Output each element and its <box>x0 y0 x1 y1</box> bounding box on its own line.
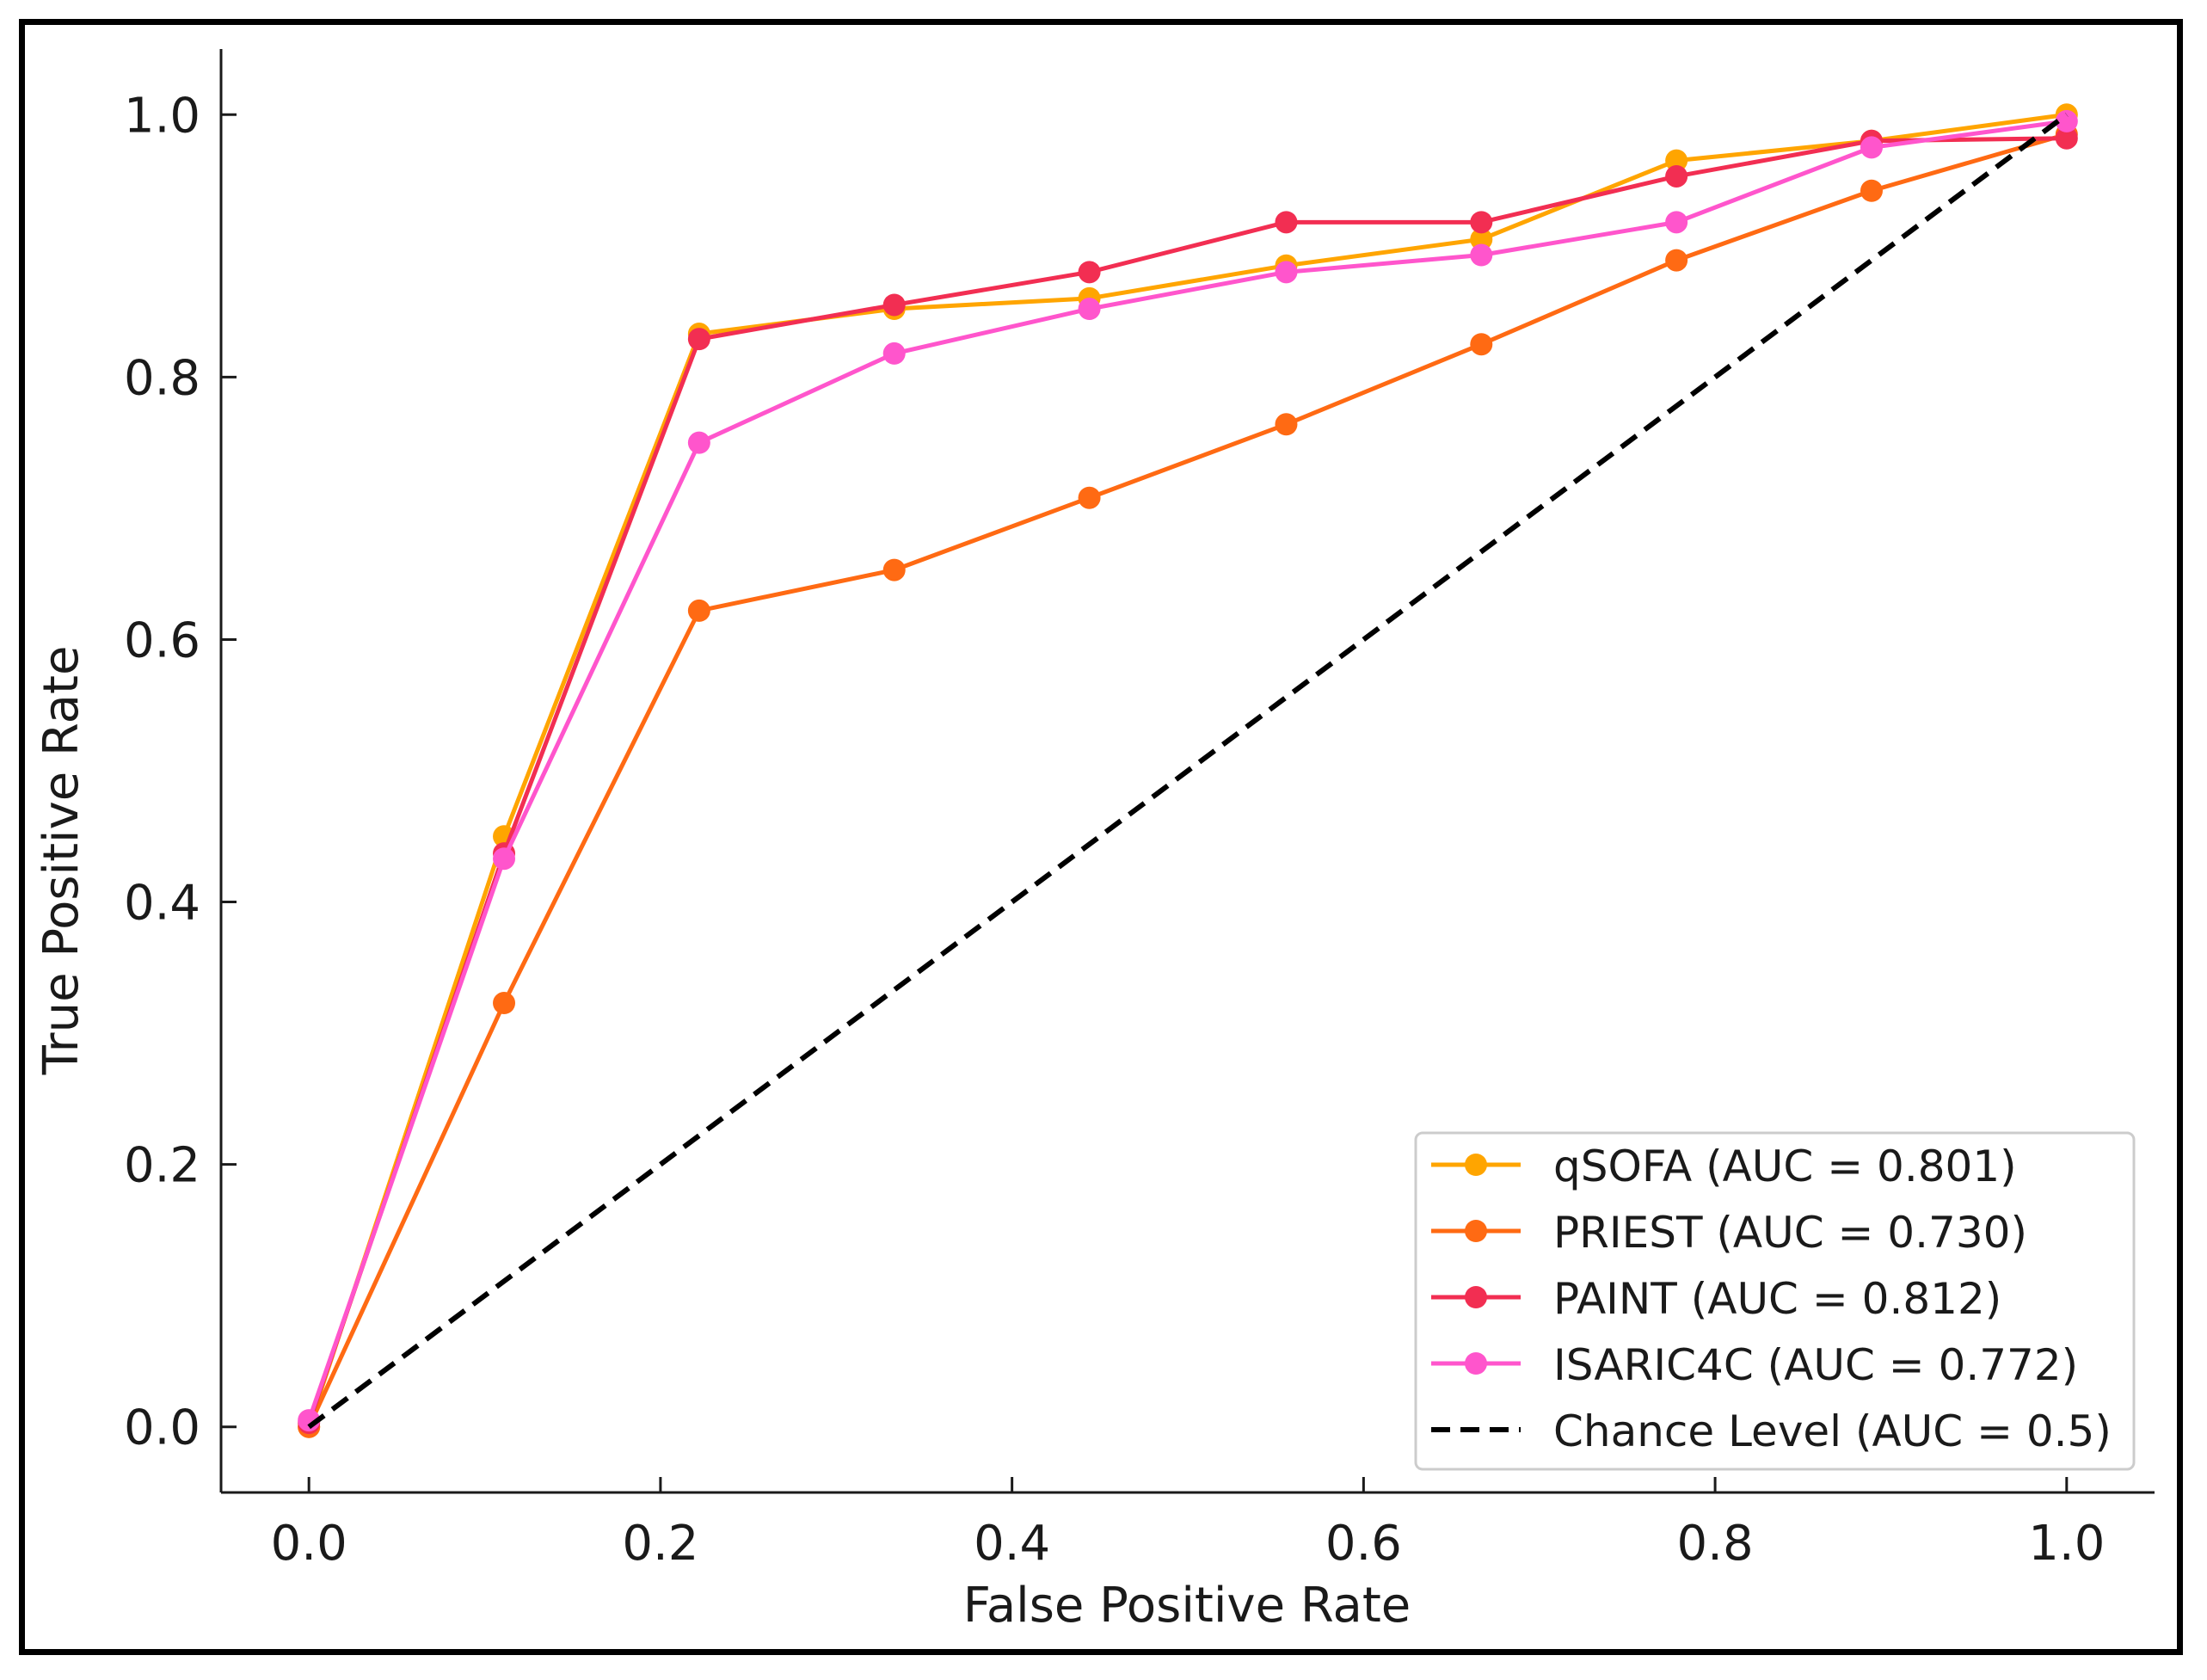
data-point-priest <box>1860 179 1883 202</box>
legend-label-chance: Chance Level (AUC = 0.5) <box>1553 1406 2112 1456</box>
y-axis-label: True Positive Rate <box>34 646 89 1076</box>
y-tick-label: 0.0 <box>124 1400 200 1456</box>
legend-marker-priest <box>1465 1220 1487 1242</box>
x-tick-label: 1.0 <box>2028 1516 2105 1572</box>
data-point-priest <box>1275 413 1298 436</box>
data-point-isaric4c <box>687 431 710 454</box>
data-point-paint <box>1078 261 1101 284</box>
data-point-paint <box>882 293 906 317</box>
data-point-paint <box>1275 211 1298 234</box>
y-tick-label: 1.0 <box>124 88 200 144</box>
data-point-priest <box>1078 486 1101 509</box>
series-line-isaric4c <box>306 119 2068 1421</box>
y-tick-label: 0.6 <box>124 612 200 668</box>
data-point-isaric4c <box>493 847 516 871</box>
data-point-priest <box>882 558 906 582</box>
data-point-priest <box>1470 333 1493 356</box>
data-point-priest <box>493 992 516 1015</box>
data-point-paint <box>687 328 710 351</box>
x-tick-label: 0.0 <box>271 1516 347 1572</box>
data-point-isaric4c <box>882 342 906 365</box>
data-point-isaric4c <box>1078 298 1101 321</box>
x-tick-label: 0.4 <box>974 1516 1050 1572</box>
data-point-qsofa <box>1470 228 1493 251</box>
legend-label-paint: PAINT (AUC = 0.812) <box>1553 1274 2001 1324</box>
data-point-isaric4c <box>1275 261 1298 284</box>
data-point-qsofa <box>1665 149 1688 172</box>
y-tick-label: 0.2 <box>124 1138 200 1194</box>
data-point-paint <box>2055 126 2078 150</box>
legend-label-qsofa: qSOFA (AUC = 0.801) <box>1553 1142 2017 1191</box>
x-tick-label: 0.2 <box>622 1516 698 1572</box>
y-tick-label: 0.4 <box>124 876 200 932</box>
data-point-isaric4c <box>2055 109 2078 132</box>
series-line-qsofa <box>306 112 2068 1428</box>
legend-marker-qsofa <box>1465 1154 1487 1176</box>
data-point-paint <box>1470 211 1493 234</box>
legend-marker-paint <box>1465 1286 1487 1308</box>
legend-label-isaric4c: ISARIC4C (AUC = 0.772) <box>1553 1340 2078 1390</box>
series-line-paint <box>306 136 2067 1424</box>
data-point-isaric4c <box>1665 211 1688 234</box>
data-point-isaric4c <box>1860 136 1883 159</box>
x-axis-label: False Positive Rate <box>963 1578 1411 1634</box>
data-point-paint <box>1665 164 1688 188</box>
x-tick-label: 0.8 <box>1677 1516 1754 1572</box>
legend-box <box>1414 1131 2136 1471</box>
series-line-priest <box>306 132 2068 1428</box>
data-point-priest <box>687 599 710 622</box>
x-tick-label: 0.6 <box>1325 1516 1402 1572</box>
data-point-isaric4c <box>1470 243 1493 267</box>
legend-label-priest: PRIEST (AUC = 0.730) <box>1553 1208 2027 1258</box>
y-tick-label: 0.8 <box>124 350 200 406</box>
chance-level-line <box>307 112 2069 1430</box>
legend-marker-isaric4c <box>1465 1352 1487 1375</box>
data-point-priest <box>1665 249 1688 272</box>
